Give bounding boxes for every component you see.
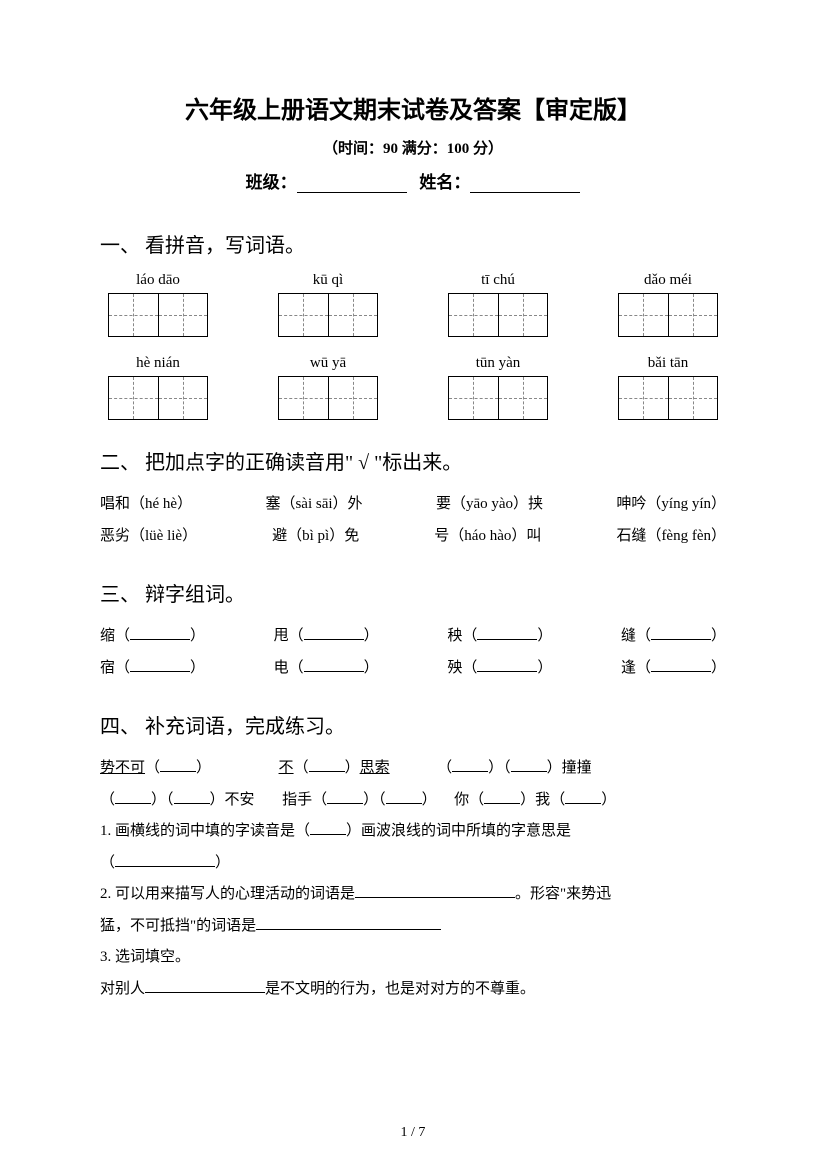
- q4-text: 指手: [282, 792, 312, 808]
- fill-blank[interactable]: [484, 789, 520, 804]
- q4-text: 势不可: [100, 760, 145, 776]
- form-line: 班级： 姓名：: [100, 168, 726, 193]
- boxes-row-2: [100, 376, 726, 420]
- pinyin-label: láo dāo: [108, 272, 208, 289]
- q4-q2b: 。形容"来势迅: [515, 886, 611, 902]
- q2-item: 恶劣（lüè liè）: [100, 521, 197, 553]
- fill-blank[interactable]: [355, 883, 515, 898]
- fill-blank[interactable]: [477, 625, 537, 640]
- writing-box[interactable]: [618, 293, 718, 337]
- q3-item: 电（: [274, 660, 304, 676]
- writing-box[interactable]: [448, 293, 548, 337]
- fill-blank[interactable]: [386, 789, 422, 804]
- section-2-body: 唱和（hé hè） 塞（sài sāi）外 要（yāo yào）挟 呻吟（yín…: [100, 489, 726, 552]
- fill-blank[interactable]: [310, 820, 346, 835]
- fill-blank[interactable]: [145, 978, 265, 993]
- writing-box[interactable]: [108, 293, 208, 337]
- writing-box[interactable]: [618, 376, 718, 420]
- q4-text: 不: [279, 760, 294, 776]
- pinyin-label: kū qì: [278, 272, 378, 289]
- q3-item: 宿（: [100, 660, 130, 676]
- writing-box[interactable]: [108, 376, 208, 420]
- fill-blank[interactable]: [304, 657, 364, 672]
- q3-item: 缩（: [100, 628, 130, 644]
- fill-blank[interactable]: [327, 789, 363, 804]
- q3-item: 殃（: [447, 660, 477, 676]
- q3-item: 秧（: [447, 628, 477, 644]
- pinyin-label: bǎi tān: [618, 355, 718, 372]
- q4-q1d: ）: [215, 855, 230, 871]
- name-blank[interactable]: [470, 192, 580, 193]
- q4-q2c: 猛，不可抵挡"的词语是: [100, 918, 256, 934]
- fill-blank[interactable]: [115, 789, 151, 804]
- q2-item: 号（háo hào）叫: [434, 521, 541, 553]
- q4-q1b: ）画波浪线的词中所填的字意思是: [346, 823, 571, 839]
- class-label: 班级：: [246, 173, 297, 192]
- section-1-heading: 一、 看拼音，写词语。: [100, 229, 726, 258]
- q4-text: 我: [535, 792, 550, 808]
- q3-item: 缝（: [621, 628, 651, 644]
- writing-box[interactable]: [278, 376, 378, 420]
- class-blank[interactable]: [297, 192, 407, 193]
- q4-text: 思索: [360, 760, 390, 776]
- fill-blank[interactable]: [130, 657, 190, 672]
- q4-q1c: （: [100, 855, 115, 871]
- section-2-heading: 二、 把加点字的正确读音用" √ "标出来。: [100, 446, 726, 475]
- fill-blank[interactable]: [477, 657, 537, 672]
- pinyin-row-1: láo dāo kū qì tī chú dǎo méi: [100, 272, 726, 289]
- fill-blank[interactable]: [115, 852, 215, 867]
- page-title: 六年级上册语文期末试卷及答案【审定版】: [100, 90, 726, 125]
- fill-blank[interactable]: [651, 625, 711, 640]
- q2-item: 石缝（fèng fèn）: [616, 521, 726, 553]
- page-number: 1 / 7: [0, 1125, 826, 1141]
- fill-blank[interactable]: [174, 789, 210, 804]
- q4-q2a: 2. 可以用来描写人的心理活动的词语是: [100, 886, 355, 902]
- writing-box[interactable]: [448, 376, 548, 420]
- fill-blank[interactable]: [160, 757, 196, 772]
- q2-item: 塞（sài sāi）外: [265, 489, 362, 521]
- q4-q3a: 对别人: [100, 981, 145, 997]
- q4-text: 撞撞: [562, 760, 592, 776]
- name-label: 姓名：: [419, 173, 470, 192]
- fill-blank[interactable]: [309, 757, 345, 772]
- q2-item: 要（yāo yào）挟: [436, 489, 543, 521]
- section-4-heading: 四、 补充词语，完成练习。: [100, 710, 726, 739]
- fill-blank[interactable]: [452, 757, 488, 772]
- q4-q1: 1. 画横线的词中填的字读音是（: [100, 823, 310, 839]
- pinyin-row-2: hè nián wū yā tūn yàn bǎi tān: [100, 355, 726, 372]
- pinyin-label: tūn yàn: [448, 355, 548, 372]
- writing-box[interactable]: [278, 293, 378, 337]
- fill-blank[interactable]: [511, 757, 547, 772]
- pinyin-label: wū yā: [278, 355, 378, 372]
- fill-blank[interactable]: [565, 789, 601, 804]
- section-4-body: 势不可（） 不（）思索 （）（）撞撞 （）（）不安 指手（）（） 你（）我（） …: [100, 753, 726, 1005]
- pinyin-label: dǎo méi: [618, 272, 718, 289]
- q4-text: 不安: [225, 792, 255, 808]
- fill-blank[interactable]: [130, 625, 190, 640]
- q2-item: 避（bì pì）免: [272, 521, 359, 553]
- boxes-row-1: [100, 293, 726, 337]
- page-subtitle: （时间：90 满分：100 分）: [100, 137, 726, 158]
- q4-q3b: 是不文明的行为，也是对对方的不尊重。: [265, 981, 535, 997]
- q3-item: 甩（: [274, 628, 304, 644]
- q2-item: 唱和（hé hè）: [100, 489, 192, 521]
- fill-blank[interactable]: [256, 915, 441, 930]
- pinyin-label: tī chú: [448, 272, 548, 289]
- q4-q3: 3. 选词填空。: [100, 942, 726, 974]
- section-3-body: 缩（） 甩（） 秧（） 缝（） 宿（） 电（） 殃（） 逢（）: [100, 621, 726, 684]
- q2-item: 呻吟（yíng yín）: [616, 489, 726, 521]
- pinyin-label: hè nián: [108, 355, 208, 372]
- q4-text: 你: [454, 792, 469, 808]
- section-3-heading: 三、 辩字组词。: [100, 578, 726, 607]
- fill-blank[interactable]: [304, 625, 364, 640]
- fill-blank[interactable]: [651, 657, 711, 672]
- q3-item: 逢（: [621, 660, 651, 676]
